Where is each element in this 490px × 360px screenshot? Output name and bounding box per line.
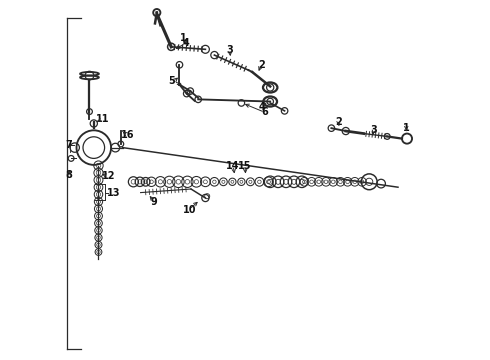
- Text: 9: 9: [151, 197, 158, 207]
- Text: 6: 6: [262, 107, 268, 117]
- Text: 14: 14: [226, 161, 240, 171]
- Text: 2: 2: [258, 60, 265, 70]
- Text: 4: 4: [182, 38, 189, 48]
- Text: 8: 8: [65, 170, 72, 180]
- Text: 3: 3: [370, 125, 377, 135]
- Text: 12: 12: [101, 171, 115, 181]
- Text: 2: 2: [335, 117, 342, 127]
- Text: 1: 1: [180, 33, 187, 43]
- Text: 11: 11: [96, 114, 110, 124]
- Text: 1: 1: [403, 123, 410, 133]
- Text: 5: 5: [168, 76, 174, 86]
- Text: 7: 7: [66, 140, 73, 150]
- Text: 10: 10: [182, 204, 196, 215]
- Text: 15: 15: [238, 161, 252, 171]
- Text: 13: 13: [107, 188, 121, 198]
- Text: 16: 16: [121, 130, 135, 140]
- Text: 4: 4: [259, 102, 266, 112]
- Text: 3: 3: [226, 45, 233, 55]
